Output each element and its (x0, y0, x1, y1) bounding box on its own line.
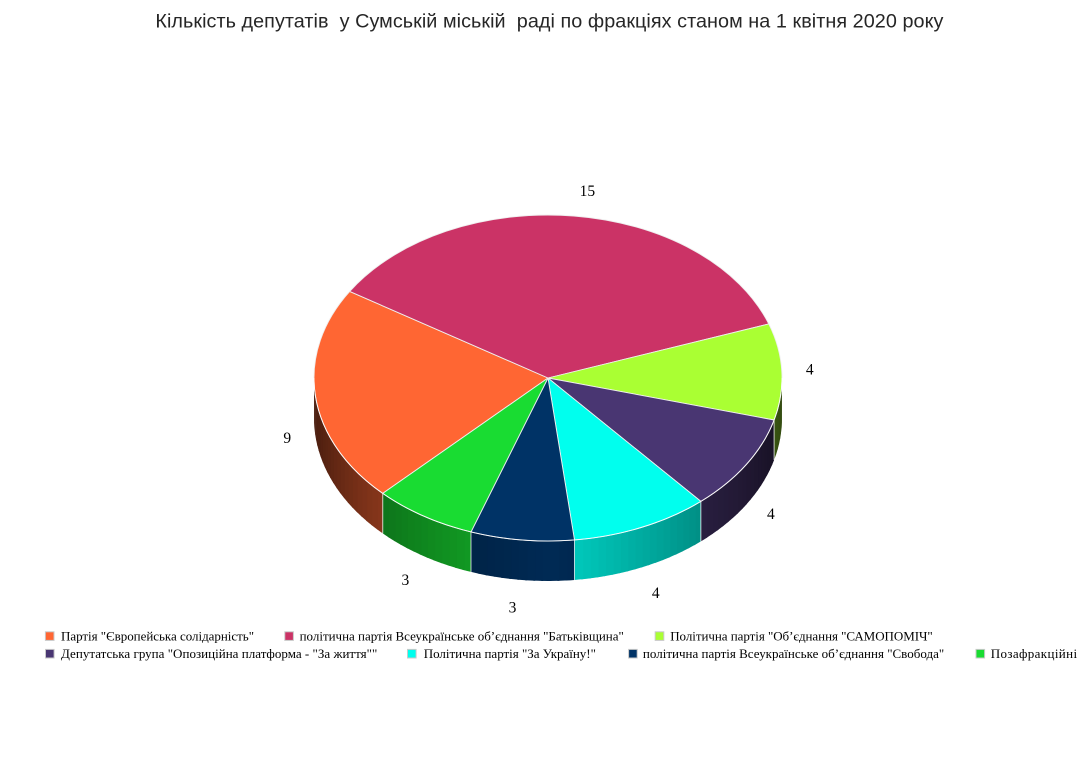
svg-text:Кількість депутатів у Сумські: Кількість депутатів у Сумській міській р… (155, 11, 943, 33)
svg-text:Позафракційні: Позафракційні (991, 646, 1078, 661)
svg-text:4: 4 (767, 506, 775, 523)
svg-text:політична партія Всеукраїнське: політична партія Всеукраїнське об’єднанн… (643, 646, 944, 661)
svg-text:Політична партія "Об’єднання ": Політична партія "Об’єднання "САМОПОМІЧ" (670, 629, 933, 644)
svg-text:політична партія Всеукраїнське: політична партія Всеукраїнське об’єднанн… (300, 629, 624, 644)
svg-text:Партія "Європейська солідарніс: Партія "Європейська солідарність" (61, 629, 254, 644)
svg-text:Політична партія "За Україну!": Політична партія "За Україну!" (424, 646, 596, 661)
svg-text:Депутатська група "Опозиційна: Депутатська група "Опозиційна платформа … (61, 646, 377, 661)
svg-text:15: 15 (580, 183, 596, 200)
svg-text:3: 3 (402, 572, 410, 589)
svg-text:3: 3 (509, 599, 517, 616)
svg-text:4: 4 (652, 585, 660, 602)
svg-text:9: 9 (283, 430, 291, 447)
svg-text:4: 4 (806, 361, 814, 378)
